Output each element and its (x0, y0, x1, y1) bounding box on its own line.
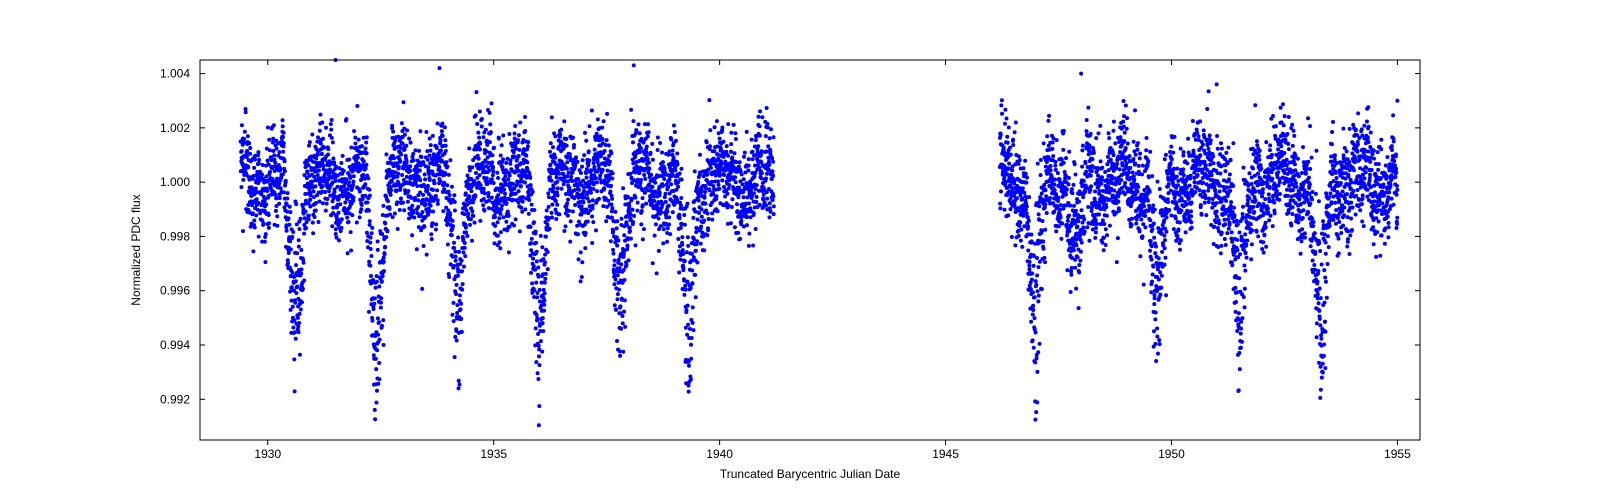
x-tick-label: 1950 (1158, 447, 1185, 461)
y-tick-label: 1.002 (160, 121, 190, 135)
y-tick-label: 1.000 (160, 175, 190, 189)
light-curve-chart: 1930 1935 1940 1945 1950 1955 0.992 0.994 0.996 0… (0, 0, 1600, 500)
x-tick-label: 1945 (932, 447, 959, 461)
x-tick-label: 1940 (706, 447, 733, 461)
x-axis-label: Truncated Barycentric Julian Date (720, 467, 901, 481)
chart-svg: 1930 1935 1940 1945 1950 1955 0.992 0.994 0.996 0… (0, 0, 1600, 500)
x-tick-label: 1935 (480, 447, 507, 461)
y-tick-label: 0.996 (160, 284, 190, 298)
y-tick-label: 0.992 (160, 392, 190, 406)
y-tick-label: 0.998 (160, 229, 190, 243)
y-tick-label: 1.004 (160, 67, 190, 81)
y-axis-label: Normalized PDC flux (129, 194, 143, 305)
x-tick-label: 1930 (254, 447, 281, 461)
y-tick-label: 0.994 (160, 338, 190, 352)
x-tick-label: 1955 (1384, 447, 1411, 461)
